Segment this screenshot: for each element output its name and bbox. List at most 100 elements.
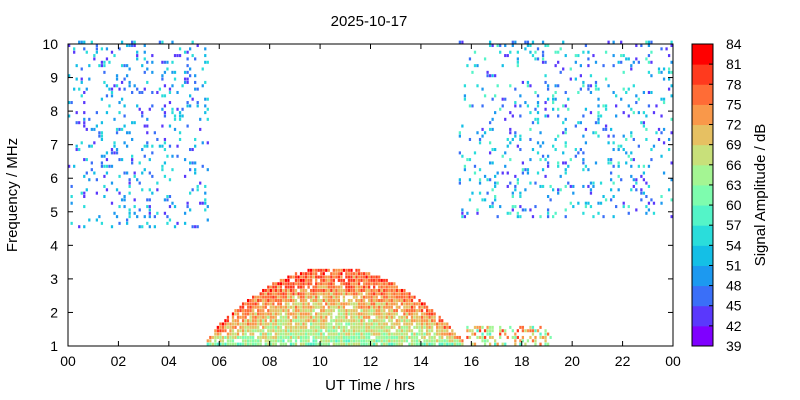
spectrogram-cell	[322, 309, 325, 313]
spectrogram-cell	[448, 325, 451, 329]
spectrogram-cell	[312, 319, 315, 323]
spectrogram-cell	[196, 184, 199, 188]
spectrogram-cell	[196, 188, 199, 192]
spectrogram-cell	[383, 285, 386, 289]
spectrogram-cell	[325, 315, 328, 319]
spectrogram-cell	[375, 335, 378, 339]
spectrogram-cell	[481, 325, 484, 329]
spectrogram-cell	[617, 161, 620, 165]
spectrogram-cell	[388, 299, 391, 303]
spectrogram-cell	[582, 151, 585, 155]
spectrogram-cell	[577, 121, 580, 125]
spectrogram-cell	[345, 339, 348, 343]
spectrogram-cell	[267, 335, 270, 339]
spectrogram-cell	[269, 322, 272, 326]
spectrogram-cell	[395, 292, 398, 296]
spectrogram-cell	[347, 302, 351, 306]
spectrogram-cell	[609, 158, 613, 162]
spectrogram-cell	[491, 148, 494, 152]
spectrogram-cell	[279, 342, 283, 346]
spectrogram-cell	[383, 312, 386, 316]
spectrogram-cell	[355, 332, 358, 336]
spectrogram-cell	[103, 174, 106, 178]
spectrogram-cell	[546, 342, 550, 346]
spectrogram-cell	[277, 329, 280, 333]
spectrogram-cell	[630, 131, 633, 135]
spectrogram-cell	[186, 104, 189, 108]
spectrogram-cell	[476, 329, 479, 333]
y-tick-label: 4	[50, 237, 58, 253]
spectrogram-cell	[322, 339, 325, 343]
spectrogram-cell	[617, 164, 620, 168]
spectrogram-cell	[282, 295, 285, 299]
spectrogram-cell	[143, 44, 146, 48]
spectrogram-cell	[413, 332, 416, 336]
spectrogram-cell	[378, 339, 381, 343]
spectrogram-cell	[315, 285, 318, 289]
spectrogram-cell	[252, 332, 255, 336]
spectrogram-cell	[584, 107, 588, 111]
spectrogram-cell	[189, 208, 192, 212]
spectrogram-cell	[541, 168, 545, 172]
spectrogram-cell	[408, 309, 411, 313]
spectrogram-cell	[287, 315, 290, 319]
spectrogram-cell	[438, 332, 441, 336]
spectrogram-cell	[307, 278, 310, 282]
spectrogram-cell	[589, 188, 593, 192]
spectrogram-cell	[569, 67, 572, 71]
spectrogram-cell	[269, 335, 272, 339]
spectrogram-cell	[292, 285, 295, 289]
spectrogram-cell	[241, 335, 245, 339]
spectrogram-cell	[592, 181, 595, 185]
spectrogram-cell	[287, 335, 290, 339]
spectrogram-cell	[499, 335, 502, 339]
spectrogram-cell	[118, 101, 121, 105]
spectrogram-cell	[347, 329, 351, 333]
spectrogram-cell	[597, 117, 600, 121]
spectrogram-cell	[627, 87, 630, 91]
spectrogram-cell	[398, 292, 401, 296]
spectrogram-cell	[178, 54, 182, 58]
spectrogram-cell	[355, 268, 358, 272]
spectrogram-cell	[647, 104, 651, 108]
spectrogram-cell	[337, 309, 340, 313]
spectrogram-cell	[483, 339, 487, 343]
spectrogram-cell	[241, 302, 245, 306]
spectrogram-cell	[287, 282, 290, 286]
spectrogram-cell	[307, 342, 310, 346]
spectrogram-cell	[274, 322, 277, 326]
spectrogram-cell	[287, 332, 290, 336]
spectrogram-cell	[236, 322, 240, 326]
spectrogram-cell	[83, 117, 86, 121]
spectrogram-cell	[100, 131, 104, 135]
spectrogram-cell	[191, 148, 194, 152]
spectrogram-cell	[425, 332, 429, 336]
spectrogram-cell	[645, 137, 648, 141]
spectrogram-cell	[161, 60, 164, 64]
spectrogram-cell	[282, 319, 285, 323]
spectrogram-cell	[194, 225, 197, 229]
spectrogram-cell	[320, 315, 323, 319]
spectrogram-cell	[405, 322, 409, 326]
spectrogram-cell	[342, 332, 346, 336]
spectrogram-cell	[231, 315, 235, 319]
spectrogram-cell	[317, 329, 320, 333]
spectrogram-cell	[277, 339, 280, 343]
spectrogram-cell	[337, 288, 340, 292]
spectrogram-cell	[428, 329, 431, 333]
spectrogram-cell	[231, 332, 235, 336]
spectrogram-cell	[564, 117, 567, 121]
spectrogram-cell	[494, 184, 497, 188]
spectrogram-cell	[90, 40, 93, 44]
spectrogram-cell	[504, 329, 507, 333]
spectrogram-cell	[612, 215, 615, 219]
spectrogram-cell	[511, 208, 514, 212]
spectrogram-cell	[289, 332, 293, 336]
spectrogram-cell	[473, 342, 477, 346]
spectrogram-cell	[516, 57, 519, 61]
spectrogram-cell	[355, 305, 358, 309]
spectrogram-cell	[642, 121, 646, 125]
spectrogram-cell	[269, 299, 272, 303]
spectrogram-cell	[415, 342, 419, 346]
